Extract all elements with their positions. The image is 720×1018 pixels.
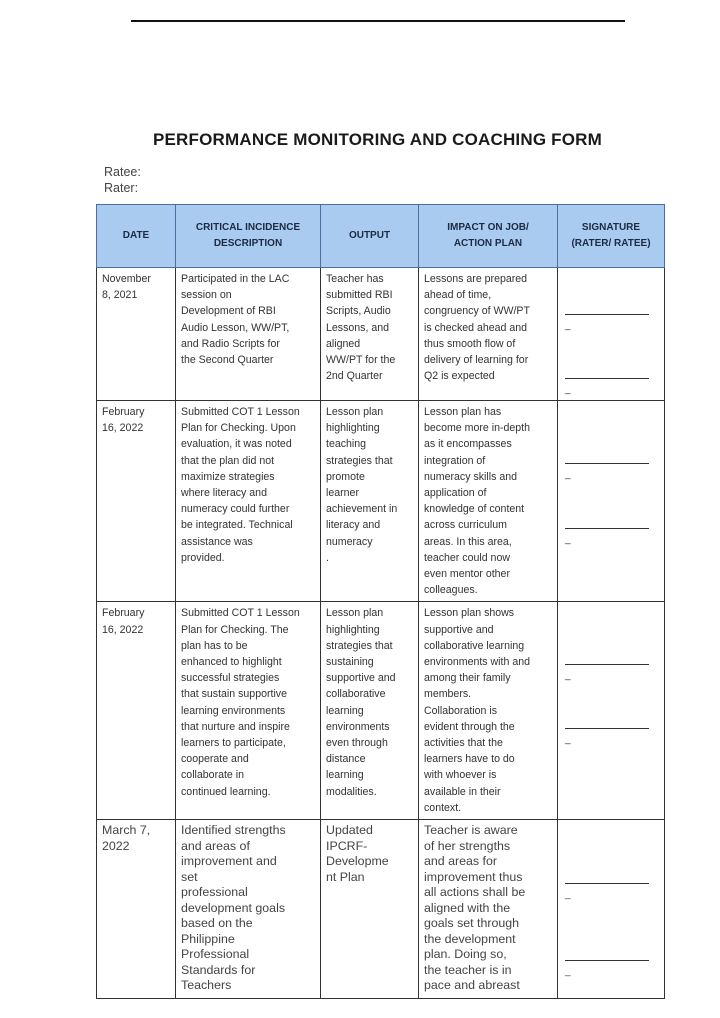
signature-dash: _ [565, 670, 571, 682]
ratee-signature-line[interactable] [565, 378, 649, 379]
table-row: February 16, 2022 Submitted COT 1 Lesson… [96, 601, 665, 821]
cell-description: Participated in the LAC session on Devel… [175, 267, 321, 401]
cell-date: February 16, 2022 [96, 399, 176, 603]
cell-output: Teacher has submitted RBI Scripts, Audio… [320, 267, 419, 401]
cell-description: Identified strengths and areas of improv… [175, 819, 321, 1000]
cell-impact: Lesson plan shows supportive and collabo… [418, 601, 558, 821]
ratee-label: Ratee: [104, 165, 141, 179]
header-impact: IMPACT ON JOB/ ACTION PLAN [418, 204, 558, 268]
cell-date: March 7, 2022 [96, 819, 176, 1000]
form-title: PERFORMANCE MONITORING AND COACHING FORM [152, 130, 603, 149]
cell-signature[interactable]: _ _ [557, 601, 665, 821]
rater-signature-line[interactable] [565, 883, 649, 885]
header-rule [131, 20, 625, 22]
header-output: OUTPUT [320, 204, 419, 268]
ratee-signature-line[interactable] [565, 528, 649, 529]
table-row: November 8, 2021 Participated in the LAC… [96, 267, 665, 401]
signature-dash: _ [565, 966, 571, 978]
cell-output: Lesson plan highlighting strategies that… [320, 601, 419, 821]
cell-description: Submitted COT 1 Lesson Plan for Checking… [175, 601, 321, 821]
table-row: February 16, 2022 Submitted COT 1 Lesson… [96, 399, 665, 603]
rater-signature-line[interactable] [565, 664, 649, 666]
cell-signature[interactable]: _ _ [557, 819, 665, 1000]
cell-description: Submitted COT 1 Lesson Plan for Checking… [175, 399, 321, 603]
signature-dash: _ [565, 889, 571, 901]
signature-dash: _ [565, 469, 571, 480]
cell-impact: Teacher is aware of her strengths and ar… [418, 819, 558, 1000]
cell-impact: Lesson plan has become more in-depth as … [418, 399, 558, 603]
ratee-signature-line[interactable] [565, 960, 649, 962]
cell-impact: Lessons are prepared ahead of time, cong… [418, 267, 558, 401]
rater-label: Rater: [104, 181, 139, 195]
table-row: March 7, 2022 Identified strengths and a… [96, 819, 665, 1000]
signature-dash: _ [565, 734, 571, 746]
header-signature: SIGNATURE (RATER/ RATEE) [557, 204, 665, 268]
rater-signature-line[interactable] [565, 314, 649, 315]
cell-signature[interactable]: _ _ [557, 399, 665, 603]
cell-date: February 16, 2022 [96, 601, 176, 821]
cell-output: Lesson plan highlighting teaching strate… [320, 399, 419, 603]
cell-date: November 8, 2021 [96, 267, 176, 401]
table-header-row: DATE CRITICAL INCIDENCE DESCRIPTION OUTP… [96, 204, 665, 268]
ratee-signature-line[interactable] [565, 728, 649, 730]
cell-output: Updated IPCRF- Developme nt Plan [320, 819, 419, 1000]
header-date: DATE [96, 204, 176, 268]
header-description: CRITICAL INCIDENCE DESCRIPTION [175, 204, 321, 268]
cell-signature[interactable]: _ _ [557, 267, 665, 401]
signature-dash: _ [565, 384, 571, 395]
rater-signature-line[interactable] [565, 463, 649, 464]
signature-dash: _ [565, 320, 571, 331]
coaching-table: DATE CRITICAL INCIDENCE DESCRIPTION OUTP… [96, 204, 665, 1000]
signature-dash: _ [565, 534, 571, 545]
